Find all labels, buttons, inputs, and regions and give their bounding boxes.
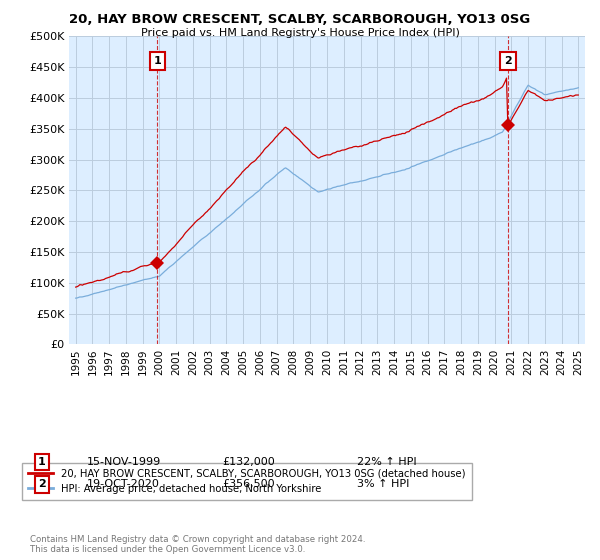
Text: £132,000: £132,000 [222, 457, 275, 467]
Text: 20, HAY BROW CRESCENT, SCALBY, SCARBOROUGH, YO13 0SG: 20, HAY BROW CRESCENT, SCALBY, SCARBOROU… [70, 13, 530, 26]
Text: 15-NOV-1999: 15-NOV-1999 [87, 457, 161, 467]
Text: 22% ↑ HPI: 22% ↑ HPI [357, 457, 416, 467]
Text: £356,500: £356,500 [222, 479, 275, 489]
Text: Contains HM Land Registry data © Crown copyright and database right 2024.
This d: Contains HM Land Registry data © Crown c… [30, 535, 365, 554]
Text: 1: 1 [154, 56, 161, 66]
Text: 19-OCT-2020: 19-OCT-2020 [87, 479, 160, 489]
Text: 3% ↑ HPI: 3% ↑ HPI [357, 479, 409, 489]
Legend: 20, HAY BROW CRESCENT, SCALBY, SCARBOROUGH, YO13 0SG (detached house), HPI: Aver: 20, HAY BROW CRESCENT, SCALBY, SCARBOROU… [22, 463, 472, 500]
Text: 1: 1 [38, 457, 46, 467]
Text: 2: 2 [504, 56, 512, 66]
Text: 2: 2 [38, 479, 46, 489]
Text: Price paid vs. HM Land Registry's House Price Index (HPI): Price paid vs. HM Land Registry's House … [140, 28, 460, 38]
